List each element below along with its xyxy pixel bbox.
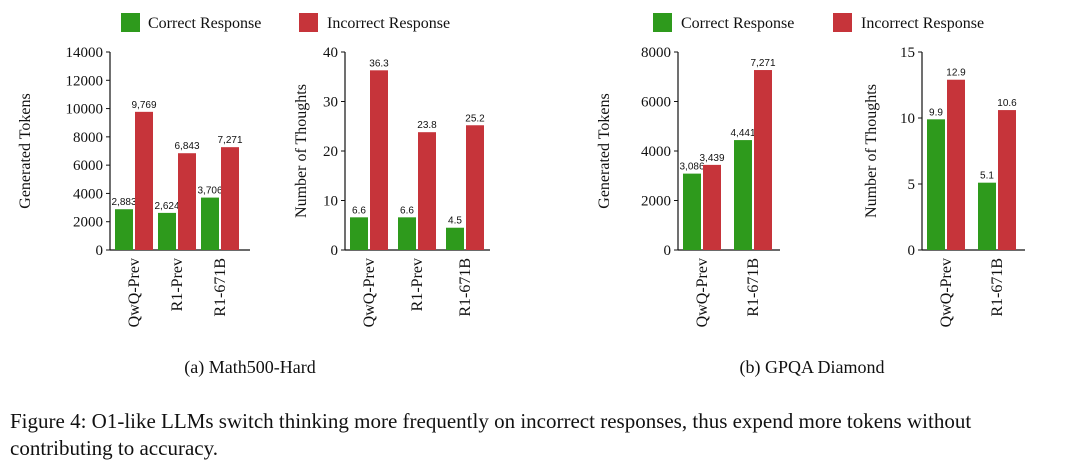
gpqa-thoughts-y-tick-label: 0 <box>908 243 916 259</box>
math500-tokens-data-label-incorrect-1: 6,843 <box>174 141 199 152</box>
legend-a-correct-label: Correct Response <box>148 15 261 32</box>
math500-tokens-y-tick-label: 6000 <box>73 158 103 174</box>
math500-thoughts-category-label-1: R1-Prev <box>409 258 426 311</box>
gpqa-tokens-y-axis-title: Generated Tokens <box>596 93 613 208</box>
math500-thoughts-y-axis-title: Number of Thoughts <box>293 84 310 218</box>
math500-thoughts-bar-incorrect-1 <box>418 132 436 250</box>
gpqa-tokens-y-tick-label: 8000 <box>641 45 671 61</box>
gpqa-thoughts-y-tick-label: 15 <box>900 45 915 61</box>
math500-thoughts-bar-correct-0 <box>350 217 368 250</box>
math500-tokens-data-label-incorrect-2: 7,271 <box>217 135 242 146</box>
math500-thoughts-bar-incorrect-0 <box>370 70 388 250</box>
gpqa-thoughts-bar-incorrect-1 <box>998 110 1016 250</box>
gpqa-thoughts-data-label-correct-1: 5.1 <box>980 171 994 182</box>
gpqa-tokens-bar-incorrect-1 <box>754 70 772 250</box>
chart-gpqa-tokens: 0 2000 4000 6000 8000 Generated Tokens 3,0863,… <box>596 45 780 327</box>
gpqa-tokens-y-tick-label: 2000 <box>641 194 671 210</box>
math500-thoughts-data-label-incorrect-0: 36.3 <box>369 58 389 69</box>
math500-thoughts-data-label-correct-1: 6.6 <box>400 205 414 216</box>
gpqa-thoughts-y-axis-title: Number of Thoughts <box>863 84 880 218</box>
math500-tokens-data-label-correct-1: 2,624 <box>154 201 179 212</box>
gpqa-thoughts-category-label-0: QwQ-Prev <box>938 258 955 327</box>
math500-tokens-data-label-correct-0: 2,883 <box>111 197 136 208</box>
gpqa-tokens-data-label-correct-0: 3,086 <box>679 162 704 173</box>
gpqa-tokens-data-label-incorrect-0: 3,439 <box>699 153 724 164</box>
gpqa-thoughts-y-tick-label: 5 <box>908 177 916 193</box>
math500-thoughts-data-label-incorrect-2: 25.2 <box>465 113 485 124</box>
gpqa-thoughts-data-label-correct-0: 9.9 <box>929 107 943 118</box>
math500-tokens-category-label-1: R1-Prev <box>169 258 186 311</box>
math500-thoughts-y-tick-label: 30 <box>323 95 338 111</box>
gpqa-thoughts-bar-incorrect-0 <box>947 79 965 250</box>
gpqa-thoughts-data-label-incorrect-1: 10.6 <box>997 98 1017 109</box>
chart-gpqa-thoughts: 0 5 10 15 Number of Thoughts 9.9 12.9 QwQ-Prev 5… <box>863 45 1025 327</box>
math500-tokens-y-tick-label: 2000 <box>73 215 103 231</box>
legend-a-correct-swatch <box>121 13 140 32</box>
gpqa-tokens-bar-correct-1 <box>734 140 752 250</box>
gpqa-thoughts-y-tick-label: 10 <box>900 111 915 127</box>
math500-tokens-y-axis-title: Generated Tokens <box>17 93 34 208</box>
gpqa-tokens-bar-correct-0 <box>683 173 701 250</box>
math500-tokens-category-label-0: QwQ-Prev <box>126 258 143 327</box>
chart-math500-thoughts: 0 10 20 30 40 Number of Thoughts 6.6 36.3 QwQ-Pr… <box>293 45 490 327</box>
legend-a-incorrect-label: Incorrect Response <box>327 15 450 32</box>
math500-tokens-y-tick-label: 8000 <box>73 130 103 146</box>
math500-tokens-y-tick-label: 10000 <box>66 102 104 118</box>
math500-thoughts-y-tick-label: 40 <box>323 45 338 61</box>
math500-tokens-y-tick-label: 4000 <box>73 186 103 202</box>
legend-b-incorrect-label: Incorrect Response <box>861 15 984 32</box>
math500-thoughts-bar-correct-1 <box>398 217 416 250</box>
math500-thoughts-y-tick-label: 0 <box>331 243 339 259</box>
gpqa-tokens-data-label-correct-1: 4,441 <box>730 128 755 139</box>
math500-tokens-bar-incorrect-0 <box>135 111 153 250</box>
legend-b-correct-label: Correct Response <box>681 15 794 32</box>
gpqa-tokens-y-tick-label: 4000 <box>641 144 671 160</box>
math500-thoughts-bar-correct-2 <box>446 227 464 250</box>
math500-tokens-bar-correct-0 <box>115 209 133 250</box>
gpqa-thoughts-data-label-incorrect-0: 12.9 <box>946 68 966 79</box>
panel-b-caption: (b) GPQA Diamond <box>740 357 885 378</box>
math500-tokens-bar-correct-2 <box>201 197 219 250</box>
legend-b-correct-swatch <box>653 13 672 32</box>
math500-tokens-y-tick-label: 14000 <box>66 45 104 61</box>
math500-tokens-y-tick-label: 12000 <box>66 73 104 89</box>
gpqa-tokens-bar-incorrect-0 <box>703 164 721 250</box>
math500-tokens-bar-incorrect-1 <box>178 153 196 250</box>
gpqa-tokens-y-tick-label: 6000 <box>641 95 671 111</box>
gpqa-tokens-y-tick-label: 0 <box>664 243 672 259</box>
math500-thoughts-y-tick-label: 20 <box>323 144 338 160</box>
panel-a-caption: (a) Math500-Hard <box>184 357 315 378</box>
math500-thoughts-data-label-incorrect-1: 23.8 <box>417 120 437 131</box>
gpqa-tokens-category-label-1: R1-671B <box>745 258 762 317</box>
gpqa-thoughts-bar-correct-1 <box>978 182 996 250</box>
legend-b-incorrect-swatch <box>833 13 852 32</box>
legend-a-incorrect-swatch <box>299 13 318 32</box>
math500-tokens-bar-correct-1 <box>158 212 176 250</box>
math500-tokens-category-label-2: R1-671B <box>212 258 229 317</box>
math500-tokens-y-tick-label: 0 <box>96 243 104 259</box>
math500-thoughts-data-label-correct-0: 6.6 <box>352 205 366 216</box>
math500-thoughts-category-label-2: R1-671B <box>457 258 474 317</box>
chart-math500-tokens: 0 2000 4000 6000 8000 10000 12000 14000 Generate… <box>17 45 250 327</box>
math500-thoughts-y-tick-label: 10 <box>323 194 338 210</box>
math500-tokens-data-label-correct-2: 3,706 <box>197 186 222 197</box>
math500-tokens-data-label-incorrect-0: 9,769 <box>131 100 156 111</box>
gpqa-thoughts-category-label-1: R1-671B <box>989 258 1006 317</box>
math500-tokens-bar-incorrect-2 <box>221 147 239 250</box>
figure-caption: Figure 4: O1-like LLMs switch thinking m… <box>10 409 972 460</box>
gpqa-thoughts-bar-correct-0 <box>927 119 945 250</box>
legend-a: Correct Response Incorrect Response <box>121 13 450 32</box>
gpqa-tokens-data-label-incorrect-1: 7,271 <box>750 58 775 69</box>
math500-thoughts-bar-incorrect-2 <box>466 125 484 250</box>
math500-thoughts-category-label-0: QwQ-Prev <box>361 258 378 327</box>
math500-thoughts-data-label-correct-2: 4.5 <box>448 216 462 227</box>
gpqa-tokens-category-label-0: QwQ-Prev <box>694 258 711 327</box>
legend-b: Correct Response Incorrect Response <box>653 13 984 32</box>
